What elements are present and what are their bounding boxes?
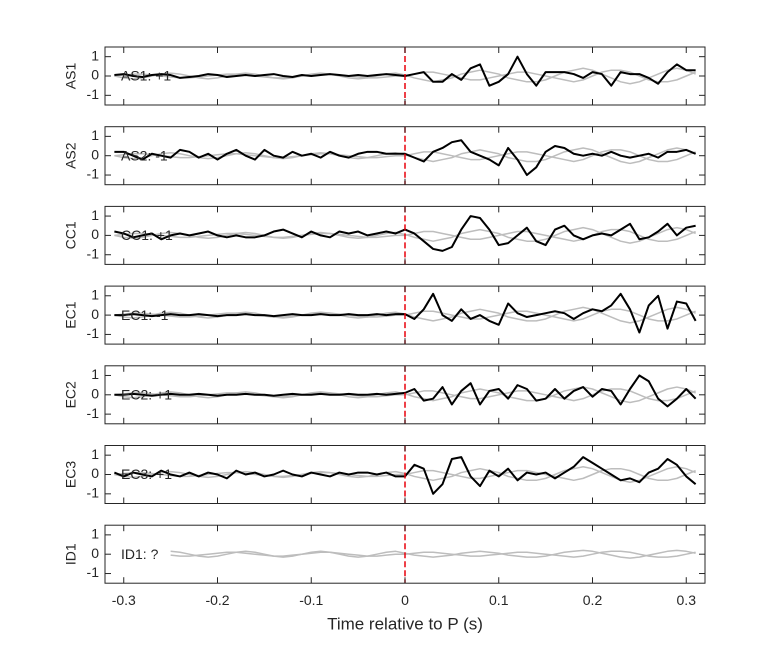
annotation: ID1: ?: [121, 546, 159, 562]
y-axis-label: EC2: [63, 381, 79, 408]
y-tick-label: -1: [87, 325, 100, 341]
x-tick-label: -0.3: [112, 592, 136, 608]
panel: -1 0 1 CC1 CC1: +1: [63, 205, 706, 265]
panel: -1 0 1 AS2 AS2: -1: [63, 126, 706, 186]
y-tick-label: 1: [91, 127, 99, 143]
y-tick-label: -1: [87, 86, 100, 102]
y-tick-label: 0: [91, 386, 99, 402]
y-axis-label: EC1: [63, 301, 79, 328]
x-tick-label: -0.2: [205, 592, 229, 608]
annotation: EC1: -1: [121, 307, 169, 323]
y-tick-label: 1: [91, 366, 99, 382]
y-tick-label: 0: [91, 306, 99, 322]
y-tick-label: -1: [87, 564, 100, 580]
y-axis-label: EC3: [63, 461, 79, 488]
annotation: EC2: +1: [121, 387, 172, 403]
panel: -1 0 1 EC1 EC1: -1: [63, 285, 706, 345]
x-tick-label: 0.1: [489, 592, 509, 608]
y-tick-label: 1: [91, 286, 99, 302]
panel: -1 0 1 EC3 EC3: +1: [63, 445, 706, 504]
annotation: AS2: -1: [121, 147, 168, 163]
series-line: [170, 550, 696, 558]
y-tick-label: 1: [91, 526, 99, 542]
series-line: [170, 549, 696, 559]
y-tick-label: -1: [87, 485, 100, 501]
panel: -1 0 1 EC2 EC2: +1: [63, 365, 706, 425]
y-tick-label: 1: [91, 47, 99, 63]
x-tick-label: 0: [401, 592, 409, 608]
y-tick-label: 0: [91, 465, 99, 481]
panel: -1 0 1 -0.3 -0.2 -0.1 0 0.1 0.2 0.3 ID1 ID1: ? Time …: [63, 524, 706, 634]
x-tick-label: 0.2: [583, 592, 603, 608]
x-tick-label: -0.1: [299, 592, 323, 608]
x-axis-label: Time relative to P (s): [327, 615, 483, 634]
y-tick-label: -1: [87, 166, 100, 182]
panel: -1 0 1 AS1 AS1: +1: [63, 46, 706, 106]
y-tick-label: 0: [91, 146, 99, 162]
y-tick-label: -1: [87, 245, 100, 261]
y-tick-label: 1: [91, 446, 99, 462]
annotation: CC1: +1: [121, 227, 173, 243]
y-tick-label: 0: [91, 545, 99, 561]
x-tick-label: 0.3: [677, 592, 697, 608]
annotation: AS1: +1: [121, 68, 171, 84]
y-axis-label: AS2: [63, 142, 79, 169]
y-axis-label: AS1: [63, 63, 79, 90]
y-tick-label: 1: [91, 207, 99, 223]
y-tick-label: -1: [87, 405, 100, 421]
y-tick-label: 0: [91, 67, 99, 83]
y-axis-label: CC1: [63, 221, 79, 249]
annotation: EC3: +1: [121, 466, 172, 482]
y-tick-label: 0: [91, 226, 99, 242]
y-axis-label: ID1: [63, 543, 79, 565]
plot-area: [170, 549, 696, 559]
